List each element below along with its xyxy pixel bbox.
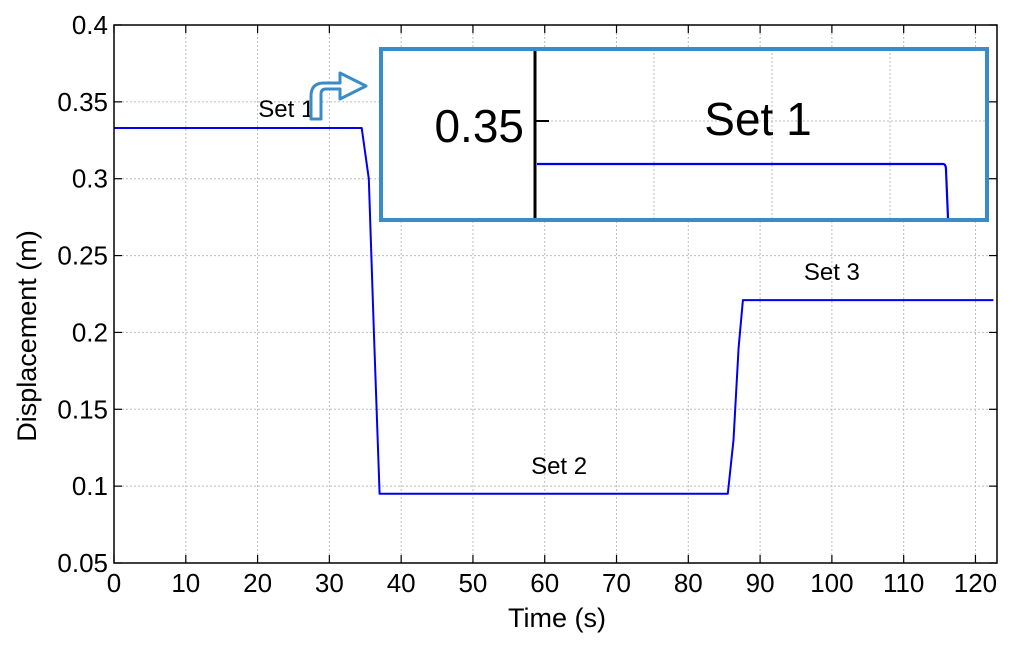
plot-frame (113, 24, 998, 564)
annotation-3: Set 3 (804, 259, 860, 286)
x-tick-label: 0 (107, 568, 121, 598)
inset-border (379, 47, 989, 222)
callout-arrow-icon (309, 71, 368, 121)
annotation-1: Set 1 (258, 96, 314, 123)
inset-label: Set 1 (704, 93, 811, 145)
inset-line (537, 162, 950, 219)
x-tick-label: 40 (387, 568, 416, 598)
y-tick-label: 0.35 (57, 87, 108, 117)
y-tick-label: 0.2 (72, 317, 108, 347)
x-tick-label: 120 (954, 568, 997, 598)
x-tick-label: 50 (458, 568, 487, 598)
y-tick-label: 0.05 (57, 548, 108, 578)
y-tick-label: 0.4 (72, 10, 108, 40)
x-tick-label: 80 (674, 568, 703, 598)
y-tick-label: 0.15 (57, 394, 108, 424)
ticks: 0 10 20 30 40 50 60 70 80 90 100 110 120 0.05 0.1 0.15 0… (57, 10, 997, 598)
inset-zoom: 0.35 Set 1 (379, 47, 989, 222)
y-tick-label: 0.25 (57, 241, 108, 271)
x-tick-label: 90 (746, 568, 775, 598)
x-tick-label: 20 (243, 568, 272, 598)
x-tick-label: 30 (315, 568, 344, 598)
x-tick-label: 10 (171, 568, 200, 598)
annotations: Set 1 Set 2 Set 3 (258, 96, 860, 480)
x-tick-label: 110 (883, 568, 924, 598)
x-axis-label: Time (s) (508, 603, 606, 633)
y-tick-label: 0.3 (72, 164, 108, 194)
y-tick-label: 0.1 (72, 471, 108, 501)
plot-lines (114, 127, 994, 495)
series-line-0 (114, 127, 994, 495)
x-tick-label: 100 (810, 568, 853, 598)
x-tick-label: 60 (530, 568, 559, 598)
x-tick-label: 70 (602, 568, 631, 598)
inset-tick-label: 0.35 (434, 100, 524, 152)
y-axis-label: Displacement (m) (12, 230, 42, 442)
annotation-2: Set 2 (531, 453, 587, 480)
